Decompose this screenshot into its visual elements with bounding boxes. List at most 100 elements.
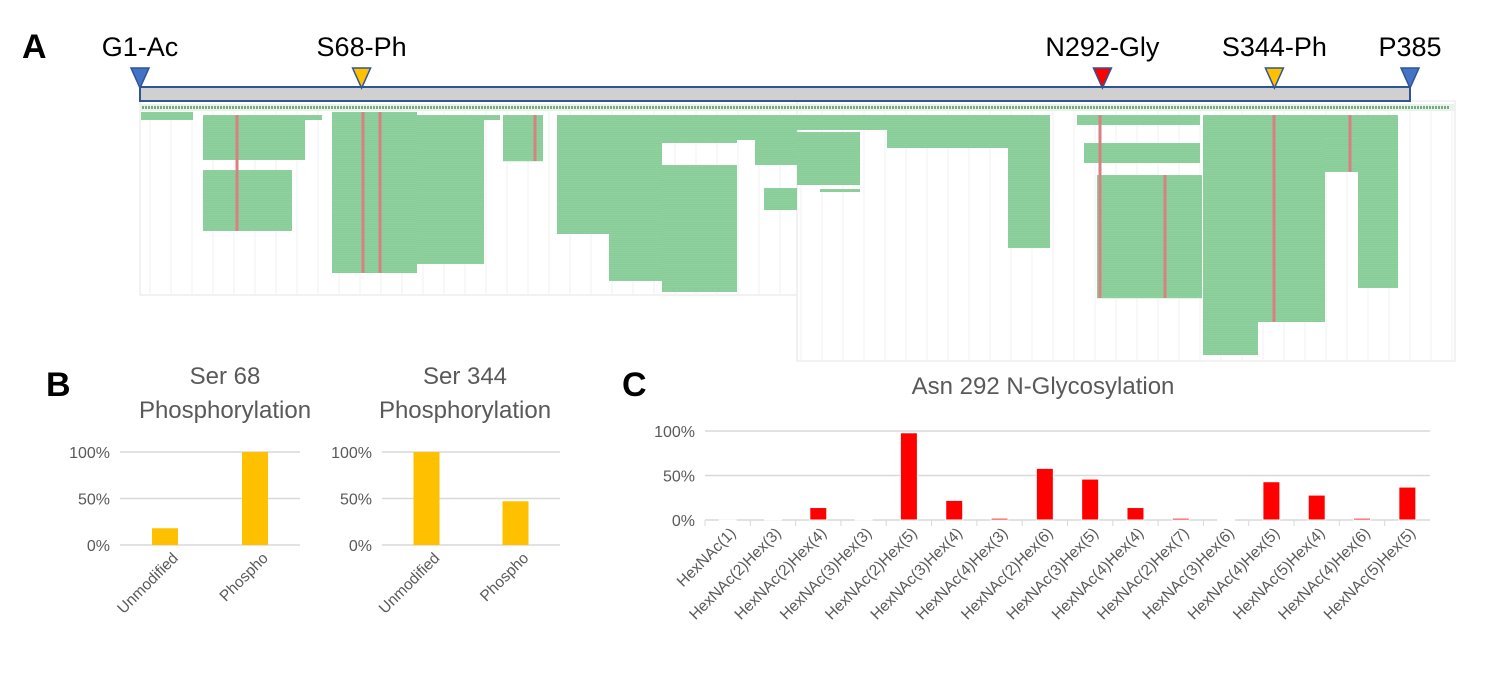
sequence-residue xyxy=(1084,106,1086,109)
sequence-residue xyxy=(763,106,765,109)
sequence-residue xyxy=(217,106,219,109)
sequence-residue xyxy=(1363,106,1365,109)
sequence-residue xyxy=(1201,106,1203,109)
sequence-residue xyxy=(271,106,273,109)
sequence-residue xyxy=(535,106,537,109)
sequence-residue xyxy=(1381,106,1383,109)
modification-label: N292-Gly xyxy=(1045,32,1160,62)
sequence-residue xyxy=(808,106,810,109)
sequence-residue xyxy=(229,106,231,109)
panel-letter-a: A xyxy=(22,28,47,66)
sequence-residue xyxy=(1090,106,1092,109)
peptide-block xyxy=(662,115,737,143)
bar xyxy=(1398,486,1417,521)
sequence-residue xyxy=(1069,106,1071,109)
sequence-residue xyxy=(295,106,297,109)
bar xyxy=(763,518,782,521)
sequence-residue xyxy=(730,106,732,109)
sequence-residue xyxy=(466,106,468,109)
y-tick-label: 100% xyxy=(331,445,372,462)
sequence-residue xyxy=(1165,106,1167,109)
sequence-residue xyxy=(1411,106,1413,109)
sequence-residue xyxy=(544,106,546,109)
sequence-residue xyxy=(196,106,198,109)
sequence-residue xyxy=(943,106,945,109)
sequence-residue xyxy=(487,106,489,109)
sequence-residue xyxy=(1249,106,1251,109)
sequence-residue xyxy=(424,106,426,109)
sequence-residue xyxy=(643,106,645,109)
sequence-residue xyxy=(1408,106,1410,109)
sequence-residue xyxy=(1063,106,1065,109)
sequence-residue xyxy=(1240,106,1242,109)
modification-marker-icon xyxy=(351,67,372,90)
panel-letter-c: C xyxy=(622,366,647,404)
sequence-residue xyxy=(1126,106,1128,109)
sequence-residue xyxy=(157,106,159,109)
sequence-residue xyxy=(1195,106,1197,109)
sequence-residue xyxy=(556,106,558,109)
modification-marker-icon xyxy=(129,67,151,90)
sequence-residue xyxy=(1246,106,1248,109)
y-tick-label: 100% xyxy=(654,424,695,441)
sequence-residue xyxy=(352,106,354,109)
sequence-residue xyxy=(508,106,510,109)
sequence-residue xyxy=(364,106,366,109)
sequence-residue xyxy=(913,106,915,109)
sequence-residue xyxy=(1288,106,1290,109)
sequence-residue xyxy=(559,106,561,109)
sequence-residue xyxy=(256,106,258,109)
sequence-residue xyxy=(1423,106,1425,109)
sequence-residue xyxy=(1366,106,1368,109)
sequence-residue xyxy=(277,106,279,109)
sequence-residue xyxy=(169,106,171,109)
sequence-residue xyxy=(832,106,834,109)
sequence-residue xyxy=(406,106,408,109)
sequence-residue xyxy=(409,106,411,109)
sequence-residue xyxy=(610,106,612,109)
peptide-block xyxy=(820,189,860,192)
sequence-residue xyxy=(394,106,396,109)
sequence-residue xyxy=(1315,106,1317,109)
sequence-residue xyxy=(1228,106,1230,109)
peptide-block xyxy=(1258,115,1325,322)
sequence-residue xyxy=(346,106,348,109)
sequence-residue xyxy=(1231,106,1233,109)
sequence-residue xyxy=(769,106,771,109)
sequence-residue xyxy=(289,106,291,109)
sequence-residue xyxy=(709,106,711,109)
sequence-residue xyxy=(499,106,501,109)
sequence-residue xyxy=(418,106,420,109)
sequence-residue xyxy=(1027,106,1029,109)
sequence-residue xyxy=(613,106,615,109)
sequence-residue xyxy=(397,106,399,109)
sequence-residue xyxy=(1330,106,1332,109)
sequence-residue xyxy=(1081,106,1083,109)
sequence-residue xyxy=(1264,106,1266,109)
chart-title: Ser 68 xyxy=(190,363,261,390)
sequence-residue xyxy=(850,106,852,109)
modification-label: P385 xyxy=(1378,32,1441,62)
sequence-residue xyxy=(823,106,825,109)
sequence-residue xyxy=(685,106,687,109)
bar xyxy=(1126,507,1145,521)
sequence-residue xyxy=(160,106,162,109)
sequence-residue xyxy=(1039,106,1041,109)
sequence-residue xyxy=(1318,106,1320,109)
sequence-residue xyxy=(1375,106,1377,109)
sequence-residue xyxy=(1414,106,1416,109)
sequence-residue xyxy=(181,106,183,109)
sequence-residue xyxy=(835,106,837,109)
sequence-residue xyxy=(1255,106,1257,109)
sequence-residue xyxy=(220,106,222,109)
sequence-residue xyxy=(814,106,816,109)
sequence-residue xyxy=(283,106,285,109)
bar xyxy=(152,528,178,545)
sequence-residue xyxy=(235,106,237,109)
sequence-residue xyxy=(1384,106,1386,109)
bar xyxy=(242,452,268,545)
sequence-residue xyxy=(1099,106,1101,109)
sequence-residue xyxy=(889,106,891,109)
x-category-label: Phospho xyxy=(477,550,532,605)
